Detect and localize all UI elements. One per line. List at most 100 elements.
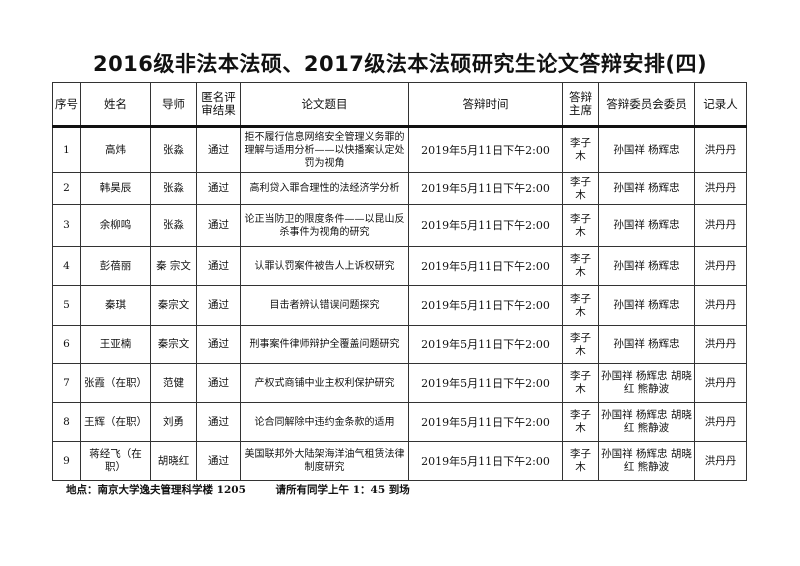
cell-topic: 产权式商铺中业主权利保护研究 xyxy=(240,363,409,403)
cell-review: 通过 xyxy=(196,441,241,481)
header-row: 序号 姓名 导师 匿名评审结果 论文题目 答辩时间 答辩主席 答辩委员会委员 记… xyxy=(52,82,747,128)
document-title: 2016级非法本法硕、2017级法本法硕研究生论文答辩安排(四) xyxy=(92,52,708,76)
cell-topic: 拒不履行信息网络安全管理义务罪的理解与适用分析——以快播案认定处罚为视角 xyxy=(240,126,409,173)
cell-no: 4 xyxy=(52,246,81,286)
cell-time: 2019年5月11日下午2:00 xyxy=(408,126,563,173)
cell-name: 秦琪 xyxy=(80,285,151,326)
cell-advisor: 秦 宗文 xyxy=(150,246,197,286)
cell-chair: 李子木 xyxy=(562,172,599,205)
table-row: 6 王亚楠 秦宗文 通过 刑事案件律师辩护全覆盖问题研究 2019年5月11日下午2:00… xyxy=(52,325,747,364)
cell-committee: 孙国祥 杨辉忠 xyxy=(598,172,695,205)
cell-recorder: 洪丹丹 xyxy=(694,126,747,173)
cell-committee: 孙国祥 杨辉忠 xyxy=(598,246,695,286)
cell-name: 彭蓓丽 xyxy=(80,246,151,286)
cell-advisor: 秦宗文 xyxy=(150,325,197,364)
cell-advisor: 胡晓红 xyxy=(150,441,197,481)
cell-no: 8 xyxy=(52,402,81,442)
cell-topic: 认罪认罚案件被告人上诉权研究 xyxy=(240,246,409,286)
cell-time: 2019年5月11日下午2:00 xyxy=(408,325,563,364)
cell-no: 1 xyxy=(52,126,81,173)
cell-chair: 李子木 xyxy=(562,402,599,442)
cell-topic: 刑事案件律师辩护全覆盖问题研究 xyxy=(240,325,409,364)
header-no: 序号 xyxy=(52,82,81,128)
cell-chair: 李子木 xyxy=(562,363,599,403)
cell-advisor: 张淼 xyxy=(150,204,197,247)
cell-name: 余柳鸣 xyxy=(80,204,151,247)
cell-chair: 李子木 xyxy=(562,325,599,364)
cell-committee: 孙国祥 杨辉忠 xyxy=(598,325,695,364)
cell-chair: 李子木 xyxy=(562,285,599,326)
cell-recorder: 洪丹丹 xyxy=(694,441,747,481)
cell-advisor: 刘勇 xyxy=(150,402,197,442)
header-review: 匿名评审结果 xyxy=(196,82,241,128)
table-row: 1 高炜 张淼 通过 拒不履行信息网络安全管理义务罪的理解与适用分析——以快播案认定处罚… xyxy=(52,126,747,173)
cell-review: 通过 xyxy=(196,402,241,442)
cell-recorder: 洪丹丹 xyxy=(694,363,747,403)
cell-topic: 高利贷入罪合理性的法经济学分析 xyxy=(240,172,409,205)
table-row: 8 王辉（在职） 刘勇 通过 论合同解除中违约金条款的适用 2019年5月11日下午2:0… xyxy=(52,402,747,442)
cell-chair: 李子木 xyxy=(562,126,599,173)
cell-chair: 李子木 xyxy=(562,246,599,286)
table-row: 5 秦琪 秦宗文 通过 目击者辨认错误问题探究 2019年5月11日下午2:00 李子木 孙国… xyxy=(52,285,747,326)
table-row: 4 彭蓓丽秦 宗文 通过 认罪认罚案件被告人上诉权研究 2019年5月11日下午2:00… xyxy=(52,246,747,286)
cell-chair: 李子木 xyxy=(562,441,599,481)
cell-recorder: 洪丹丹 xyxy=(694,325,747,364)
cell-recorder: 洪丹丹 xyxy=(694,285,747,326)
cell-advisor: 秦宗文 xyxy=(150,285,197,326)
cell-no: 7 xyxy=(52,363,81,403)
header-topic: 论文题目 xyxy=(240,82,409,128)
cell-name: 王辉（在职） xyxy=(80,402,151,442)
defense-schedule-table: 序号 姓名 导师 匿名评审结果 论文题目 答辩时间 答辩主席 答辩委员会委员 记… xyxy=(52,82,747,481)
cell-recorder: 洪丹丹 xyxy=(694,246,747,286)
header-name: 姓名 xyxy=(80,82,151,128)
cell-topic: 目击者辨认错误问题探究 xyxy=(240,285,409,326)
table-row: 9 蒋经飞（在职） 胡晓红 通过 美国联邦外大陆架海洋油气租赁法律制度研究 2019年5月… xyxy=(52,441,747,481)
cell-no: 2 xyxy=(52,172,81,205)
cell-no: 6 xyxy=(52,325,81,364)
cell-committee: 孙国祥 杨辉忠 xyxy=(598,285,695,326)
cell-no: 3 xyxy=(52,204,81,247)
cell-time: 2019年5月11日下午2:00 xyxy=(408,246,563,286)
cell-time: 2019年5月11日下午2:00 xyxy=(408,363,563,403)
cell-advisor: 张淼 xyxy=(150,172,197,205)
cell-time: 2019年5月11日下午2:00 xyxy=(408,441,563,481)
footer-location: 地点：南京大学逸夫管理科学楼 1205 xyxy=(66,484,246,496)
cell-review: 通过 xyxy=(196,285,241,326)
cell-committee: 孙国祥 杨辉忠 胡晓红 熊静波 xyxy=(598,441,695,481)
cell-review: 通过 xyxy=(196,172,241,205)
cell-chair: 李子木 xyxy=(562,204,599,247)
cell-committee: 孙国祥 杨辉忠 胡晓红 熊静波 xyxy=(598,363,695,403)
cell-name: 张霞（在职） xyxy=(80,363,151,403)
cell-review: 通过 xyxy=(196,325,241,364)
header-advisor: 导师 xyxy=(150,82,197,128)
header-chair: 答辩主席 xyxy=(562,82,599,128)
cell-topic: 论正当防卫的限度条件——以昆山反杀事件为视角的研究 xyxy=(240,204,409,247)
footer-note: 地点：南京大学逸夫管理科学楼 1205 请所有同学上午 1：45 到场 xyxy=(66,482,436,497)
cell-review: 通过 xyxy=(196,126,241,173)
cell-recorder: 洪丹丹 xyxy=(694,204,747,247)
cell-committee: 孙国祥 杨辉忠 xyxy=(598,126,695,173)
cell-advisor: 张淼 xyxy=(150,126,197,173)
cell-committee: 孙国祥 杨辉忠 xyxy=(598,204,695,247)
cell-no: 5 xyxy=(52,285,81,326)
cell-name: 蒋经飞（在职） xyxy=(80,441,151,481)
table-row: 3 余柳鸣 张淼 通过 论正当防卫的限度条件——以昆山反杀事件为视角的研究 2019年5月… xyxy=(52,204,747,247)
cell-recorder: 洪丹丹 xyxy=(694,402,747,442)
table-row: 7 张霞（在职） 范健 通过 产权式商铺中业主权利保护研究 2019年5月11日下午2:0… xyxy=(52,363,747,403)
cell-name: 王亚楠 xyxy=(80,325,151,364)
cell-advisor: 范健 xyxy=(150,363,197,403)
cell-no: 9 xyxy=(52,441,81,481)
header-committee: 答辩委员会委员 xyxy=(598,82,695,128)
header-recorder: 记录人 xyxy=(694,82,747,128)
footer-notice: 请所有同学上午 1：45 到场 xyxy=(275,484,410,496)
cell-recorder: 洪丹丹 xyxy=(694,172,747,205)
cell-name: 高炜 xyxy=(80,126,151,173)
cell-name: 韩昊辰 xyxy=(80,172,151,205)
cell-topic: 论合同解除中违约金条款的适用 xyxy=(240,402,409,442)
cell-committee: 孙国祥 杨辉忠 胡晓红 熊静波 xyxy=(598,402,695,442)
cell-topic: 美国联邦外大陆架海洋油气租赁法律制度研究 xyxy=(240,441,409,481)
cell-time: 2019年5月11日下午2:00 xyxy=(408,172,563,205)
cell-time: 2019年5月11日下午2:00 xyxy=(408,402,563,442)
cell-review: 通过 xyxy=(196,363,241,403)
cell-time: 2019年5月11日下午2:00 xyxy=(408,285,563,326)
